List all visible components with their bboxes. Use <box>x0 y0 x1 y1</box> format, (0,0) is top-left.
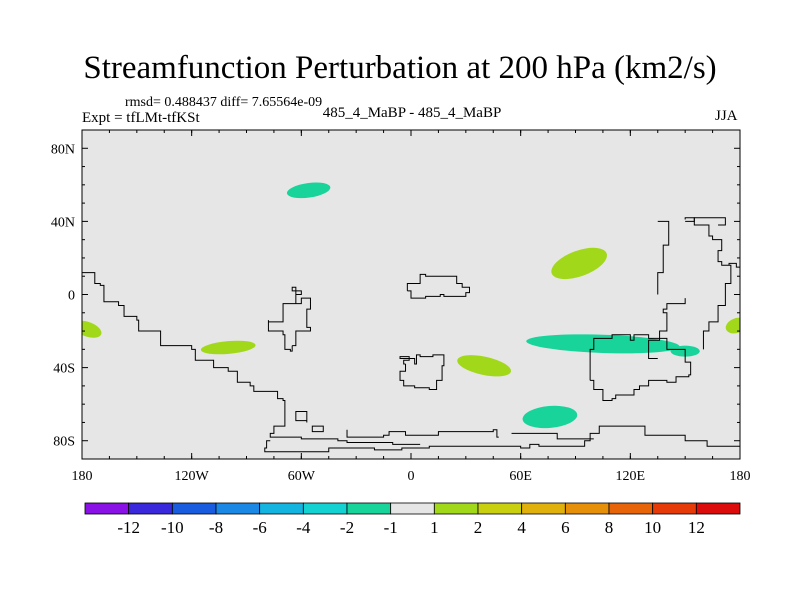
difference-label: 485_4_MaBP - 485_4_MaBP <box>322 105 502 121</box>
coastline-segment <box>728 262 740 268</box>
anomaly-pacific-positive-west-edge <box>82 320 102 338</box>
coastline-segment <box>295 410 308 423</box>
colorbar-box <box>215 502 261 515</box>
colorbar-label: 4 <box>517 518 526 537</box>
anomaly-indian-ocean-negative <box>526 334 680 354</box>
y-tick-label: 80S <box>53 435 75 450</box>
colorbar-label: 6 <box>561 518 570 537</box>
coastline-segment <box>511 432 594 440</box>
colorbar-label: 12 <box>688 518 705 537</box>
season-label: JJA <box>715 108 738 124</box>
colorbar-box <box>390 502 435 515</box>
y-tick-label: 40S <box>53 362 75 377</box>
coastline-segment <box>82 272 421 445</box>
colorbar-label: -8 <box>209 518 223 537</box>
x-tick-label: 0 <box>408 469 415 484</box>
rmsd-diff-stats: rmsd= 0.488437 diff= 7.65564e-09 <box>125 95 323 110</box>
x-tick-label: 60E <box>509 469 532 484</box>
colorbar-label: 10 <box>644 518 661 537</box>
coastline-segment <box>406 273 470 299</box>
colorbar-label: -12 <box>117 518 140 537</box>
coastline-segment <box>346 429 499 438</box>
coastline-segment <box>657 220 670 295</box>
colorbar-box <box>652 502 697 515</box>
x-tick-label: 60W <box>288 469 316 484</box>
y-tick-label: 40N <box>51 215 75 230</box>
anomaly-north-atlantic-negative <box>286 182 331 199</box>
coastline-segment <box>589 334 692 402</box>
coastline-layer <box>82 217 740 453</box>
coastline-segment <box>311 425 324 433</box>
anomaly-southern-ocean-negative <box>522 405 578 429</box>
colorbar-box <box>84 502 130 515</box>
anomaly-layer <box>82 182 740 429</box>
colorbar-box <box>171 502 217 515</box>
colorbar-box <box>695 502 741 515</box>
anomaly-pacific-positive-east-edge <box>725 317 740 334</box>
colorbar: -12 -10 -8 -6 -4 -2 -1 1 2 4 6 8 10 12 <box>84 502 741 537</box>
chart-title: Streamfunction Perturbation at 200 hPa (… <box>83 50 717 86</box>
colorbar-box <box>259 502 304 515</box>
coastline-segment <box>684 217 732 350</box>
coastline-segment <box>648 298 686 359</box>
colorbar-box <box>564 502 610 515</box>
colorbar-label: 1 <box>430 518 439 537</box>
colorbar-box <box>128 502 173 515</box>
colorbar-label: -2 <box>340 518 354 537</box>
anomaly-south-atlantic-positive <box>457 355 511 377</box>
colorbar-label: 8 <box>605 518 614 537</box>
x-tick-label: 120W <box>175 469 210 484</box>
colorbar-label: -6 <box>253 518 267 537</box>
y-tick-label: 80N <box>51 142 75 157</box>
colorbar-box <box>521 502 566 515</box>
x-tick-label: 120E <box>616 469 646 484</box>
axis-ticks: 180 120W 60W 0 60E 120E 180 80N 40N 0 40S 80S <box>51 129 751 484</box>
coastline-segment <box>267 286 311 352</box>
experiment-label: Expt = tfLMt-tfKSt <box>82 110 200 126</box>
coastline-segment <box>264 425 740 453</box>
colorbar-label: 2 <box>474 518 483 537</box>
colorbar-label: -4 <box>296 518 311 537</box>
anomaly-south-pacific-positive <box>200 340 256 355</box>
x-tick-label: 180 <box>72 469 93 484</box>
anomaly-arabian-sea-positive <box>551 247 607 280</box>
colorbar-box <box>302 502 348 515</box>
coastline-segment <box>685 217 726 226</box>
colorbar-box <box>433 502 479 515</box>
colorbar-label: -1 <box>384 518 398 537</box>
colorbar-box <box>477 502 523 515</box>
y-tick-label: 0 <box>68 289 75 304</box>
colorbar-box <box>608 502 654 515</box>
x-tick-label: 180 <box>730 469 751 484</box>
colorbar-label: -10 <box>161 518 184 537</box>
colorbar-box <box>346 502 392 515</box>
coastline-segment <box>399 354 445 391</box>
